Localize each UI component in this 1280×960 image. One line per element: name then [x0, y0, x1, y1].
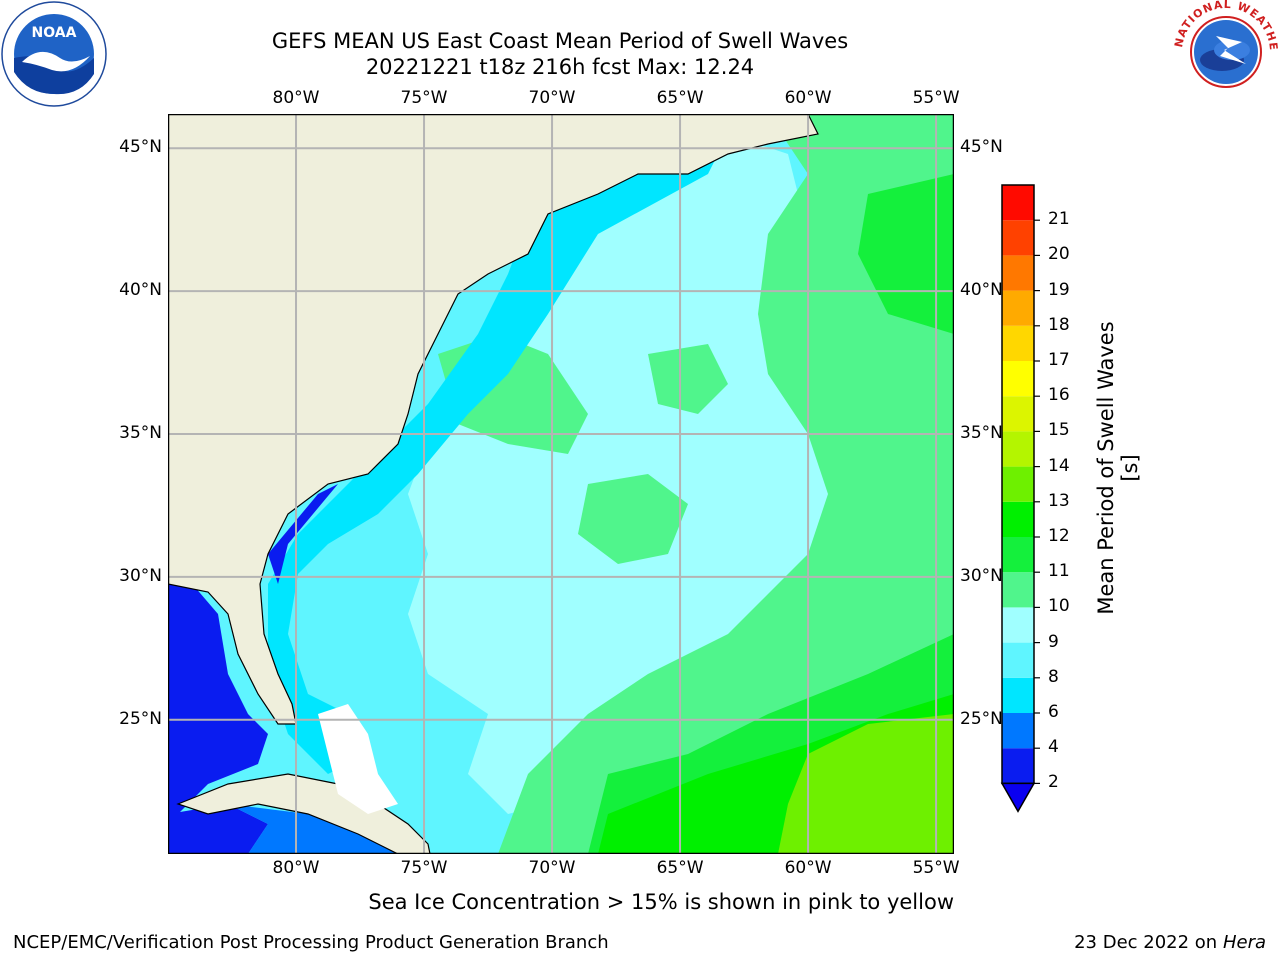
colorbar-tick-label: 10: [1048, 596, 1070, 617]
swell-2-4-caribbean: [168, 804, 268, 854]
colorbar-tick-label: 14: [1048, 455, 1070, 476]
map-gridlines: [168, 114, 954, 854]
colorbar-tick-label: 16: [1048, 385, 1070, 406]
colorbar-tick-label: 9: [1048, 631, 1059, 652]
colorbar-tick-label: 13: [1048, 490, 1070, 511]
swell-9-10-zone: [498, 114, 954, 854]
colorbar-swatch: [1002, 325, 1034, 361]
colorbar-swatch: [1002, 537, 1034, 573]
colorbar-swatch: [1002, 501, 1034, 537]
colorbar-swatch: [1002, 290, 1034, 326]
lat-tick-label-left: 40°N: [119, 280, 162, 301]
colorbar-tick-label: 19: [1048, 279, 1070, 300]
footer-machine: Hera: [1222, 932, 1266, 953]
lat-tick-label-right: 30°N: [960, 565, 1003, 586]
colorbar-tick-label: 11: [1048, 561, 1070, 582]
colorbar-swatch: [1002, 361, 1034, 397]
lon-tick-label: 70°W: [528, 858, 576, 878]
lon-tick-label: 55°W: [912, 858, 960, 878]
swell-10-11-zone: [858, 174, 954, 334]
nws-logo-icon: NATIONAL WEATHER SERVICE: [1167, 0, 1280, 112]
colorbar-tick-label: 8: [1048, 666, 1059, 687]
colorbar-swatch: [1002, 713, 1034, 749]
colorbar-tick-label: 4: [1048, 737, 1059, 758]
lon-tick-label: 65°W: [656, 858, 704, 878]
land-bahamas: [318, 704, 398, 814]
lon-tick-label: 75°W: [400, 88, 448, 108]
lat-tick-label-right: 40°N: [960, 280, 1003, 301]
swell-9-10-patch: [578, 474, 688, 564]
noaa-logo-text: NOAA: [32, 25, 77, 41]
colorbar-swatch: [1002, 607, 1034, 643]
forecast-map: [168, 114, 954, 854]
swell-2-4-gulf: [168, 579, 268, 814]
colorbar: [1000, 184, 1040, 813]
chart-subtitle: 20221221 t18z 216h fcst Max: 12.24: [365, 55, 755, 79]
lon-tick-label: 65°W: [656, 88, 704, 108]
colorbar-tick-label: 21: [1048, 209, 1070, 230]
lat-tick-label-right: 45°N: [960, 137, 1003, 158]
colorbar-swatch: [1002, 466, 1034, 502]
swell-9-10-patch: [648, 344, 728, 414]
colorbar-swatch: [1002, 220, 1034, 256]
noaa-logo-icon: NOAA: [0, 0, 108, 112]
lat-tick-label-right: 25°N: [960, 708, 1003, 729]
colorbar-swatch: [1002, 642, 1034, 678]
lat-tick-label-right: 35°N: [960, 423, 1003, 443]
colorbar-swatch: [1002, 677, 1034, 713]
colorbar-tick-label: 15: [1048, 420, 1070, 441]
lat-tick-label-left: 35°N: [119, 423, 162, 443]
colorbar-swatch: [1002, 572, 1034, 608]
colorbar-swatch: [1002, 185, 1034, 221]
colorbar-tick-label: 20: [1048, 244, 1070, 265]
colorbar-swatch: [1002, 431, 1034, 467]
colorbar-tick-label: 2: [1048, 772, 1059, 793]
footer-credit: NCEP/EMC/Verification Post Processing Pr…: [13, 932, 609, 953]
footer-date-text: 23 Dec 2022 on: [1074, 932, 1218, 953]
colorbar-under-extend: [1000, 782, 1036, 813]
colorbar-swatch: [1002, 396, 1034, 432]
lat-tick-label-left: 25°N: [119, 708, 162, 729]
colorbar-tick-label: 6: [1048, 702, 1059, 722]
map-frame: [168, 114, 954, 854]
lon-tick-label: 60°W: [784, 858, 832, 878]
swell-4-6-coastal: [268, 134, 728, 774]
swell-2-4-coastal: [268, 484, 338, 584]
lon-tick-label: 60°W: [784, 88, 832, 108]
lon-tick-label: 80°W: [272, 88, 320, 108]
lon-tick-label: 80°W: [272, 858, 320, 878]
chart-title: GEFS MEAN US East Coast Mean Period of S…: [271, 29, 849, 53]
lat-tick-label-left: 45°N: [119, 137, 162, 158]
colorbar-tick-label: 18: [1048, 314, 1070, 335]
lon-tick-label: 75°W: [400, 858, 448, 878]
swell-4-6-caribbean: [228, 804, 408, 854]
swell-12-13-zone: [778, 714, 954, 854]
colorbar-tick-label: 17: [1048, 350, 1070, 370]
sea-ice-note: Sea Ice Concentration > 15% is shown in …: [368, 890, 954, 914]
colorbar-label: Mean Period of Swell Waves [s]: [1094, 321, 1142, 615]
lon-tick-label: 55°W: [912, 88, 960, 108]
colorbar-tick-label: 12: [1048, 526, 1070, 546]
colorbar-swatch: [1002, 255, 1034, 291]
lon-tick-label: 70°W: [528, 88, 576, 108]
lat-tick-label-left: 30°N: [119, 565, 162, 586]
footer-date: 23 Dec 2022 on Hera: [1074, 932, 1266, 953]
colorbar-swatch: [1002, 748, 1034, 784]
